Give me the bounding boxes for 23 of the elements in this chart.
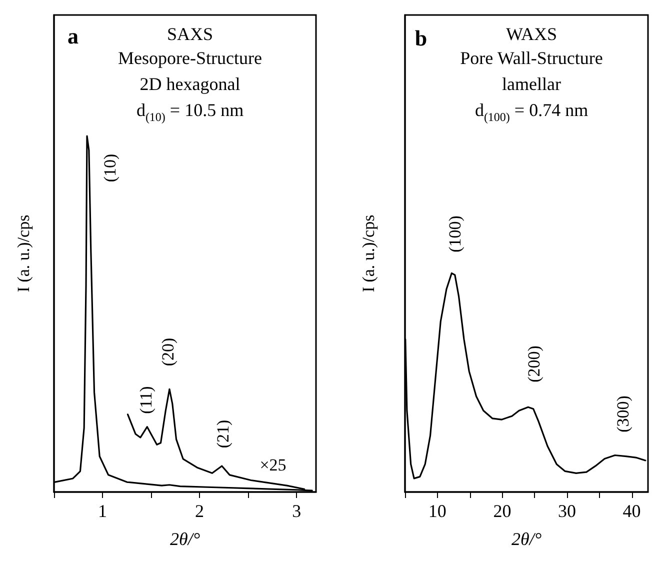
x-tick-label: 20 <box>493 501 512 521</box>
x-tick-label: 1 <box>98 501 108 521</box>
text: b <box>414 26 428 50</box>
annotation: (300) <box>614 396 632 432</box>
chart-title: SAXS <box>166 24 214 44</box>
y-axis-title: I (a. u.)/cps <box>14 214 33 292</box>
x-tick-label: 10 <box>428 501 446 521</box>
text: a <box>68 24 78 48</box>
chart-title: WAXS <box>506 24 558 44</box>
annotation: (11) <box>136 386 156 414</box>
annotation: (20) <box>158 338 178 366</box>
x-axis-title: 2θ/° <box>170 529 200 549</box>
x-tick-label: 40 <box>622 501 641 521</box>
x-tick-label: 2 <box>195 501 204 521</box>
x-tick-label: 30 <box>558 501 576 521</box>
annotation: ×25 <box>260 456 286 474</box>
text: (100) <box>446 216 464 252</box>
annotation: (21) <box>214 420 232 448</box>
x-tick-label: 3 <box>292 501 302 521</box>
y-axis-title: I (a. u.)/cps <box>359 214 378 292</box>
annotation: (10) <box>100 154 120 182</box>
x-axis-title: 2θ/° <box>511 529 542 549</box>
annotation: (200) <box>524 346 544 382</box>
